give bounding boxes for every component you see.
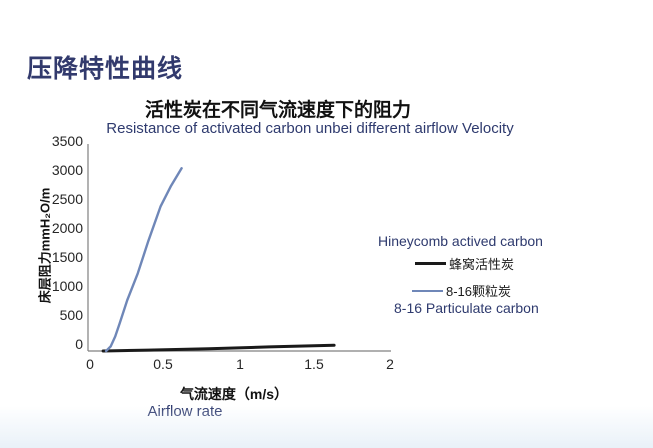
x-tick-2: 2	[386, 356, 394, 372]
x-axis-label: 气流速度（m/s）	[179, 386, 289, 402]
chart-subtitle: Resistance of activated carbon unbei dif…	[106, 120, 514, 137]
y-tick-1000: 1000	[51, 278, 83, 294]
x-tick-1: 1	[236, 356, 244, 372]
legend-title-honeycomb: Hineycomb actived carbon	[378, 233, 543, 249]
legend-line-blue-icon	[412, 289, 443, 292]
series-line-0	[101, 343, 336, 353]
x-tick-0-5: 0.5	[153, 356, 173, 372]
slide-footer-gradient	[0, 406, 653, 448]
legend-label-honeycomb: 蜂窝活性炭	[449, 257, 515, 272]
legend-label-particulate: 8-16颗粒炭	[446, 284, 512, 299]
chart-title: 活性炭在不同气流速度下的阻力	[144, 100, 411, 121]
slide-title: 压降特性曲线	[27, 55, 184, 83]
y-tick-3500: 3500	[51, 133, 83, 149]
legend-item-honeycomb: 蜂窝活性炭	[415, 254, 514, 273]
legend-line-black-icon	[415, 262, 446, 265]
legend-item-particulate: 8-16颗粒炭	[412, 281, 511, 300]
series-line-1	[104, 167, 183, 353]
y-tick-1500: 1500	[51, 249, 83, 265]
x-tick-1-5: 1.5	[304, 356, 324, 372]
legend-title-particulate: 8-16 Particulate carbon	[394, 300, 539, 316]
y-tick-500: 500	[59, 307, 83, 323]
x-tick-0: 0	[86, 356, 94, 372]
y-tick-3000: 3000	[51, 162, 83, 178]
y-tick-2000: 2000	[51, 220, 83, 236]
y-tick-2500: 2500	[51, 191, 83, 207]
y-tick-0: 0	[75, 336, 83, 352]
